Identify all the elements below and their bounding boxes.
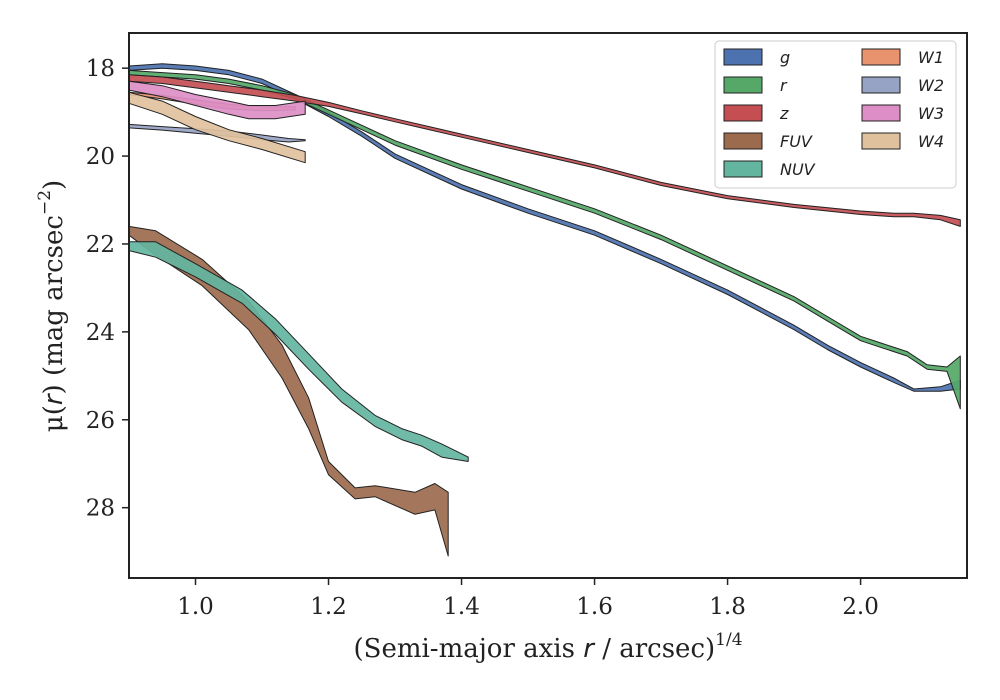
legend-label-w3: W3 bbox=[918, 104, 944, 123]
legend-label-g: g bbox=[780, 48, 790, 67]
legend-swatch-w1 bbox=[861, 48, 901, 66]
legend-label-w4: W4 bbox=[918, 132, 944, 151]
y-tick-label: 24 bbox=[86, 320, 115, 346]
series-band-r bbox=[128, 69, 961, 410]
y-tick-label: 22 bbox=[86, 232, 115, 258]
x-axis: 1.0 1.2 1.4 1.6 1.8 2.0 bbox=[177, 578, 879, 620]
x-axis-label: (Semi-major axis r / arcsec)1/4 bbox=[353, 630, 742, 664]
legend-label-nuv: NUV bbox=[780, 160, 816, 179]
legend-label-w2: W2 bbox=[918, 76, 944, 95]
x-tick-label: 1.0 bbox=[177, 594, 214, 620]
x-tick-label: 1.6 bbox=[576, 594, 613, 620]
series-band-z bbox=[128, 74, 961, 227]
series-band-w3 bbox=[128, 80, 306, 120]
legend: grz FUV NUV W1 W2 W3 W4 bbox=[714, 40, 957, 189]
legend-label-r: r bbox=[780, 76, 788, 95]
legend-swatch-nuv bbox=[723, 160, 763, 178]
y-axis-label: μ(r) (mag arcsec−2) bbox=[35, 180, 69, 432]
legend-label-fuv: FUV bbox=[780, 132, 813, 151]
legend-swatch-g bbox=[723, 48, 763, 66]
legend-swatch-z bbox=[723, 104, 763, 122]
legend-swatch-w2 bbox=[861, 76, 901, 94]
series-band-w4 bbox=[128, 91, 306, 164]
legend-label-z: z bbox=[779, 104, 789, 123]
series-band-fuv bbox=[128, 225, 449, 557]
y-axis: 18 20 22 24 26 28 bbox=[86, 56, 129, 522]
legend-swatch-w3 bbox=[861, 104, 901, 122]
legend-swatch-r bbox=[723, 76, 763, 94]
series-layer bbox=[128, 63, 961, 557]
plot-frame bbox=[128, 32, 968, 579]
legend-items: grz FUV NUV W1 W2 W3 W4 bbox=[723, 48, 944, 179]
x-tick-label: 1.2 bbox=[310, 594, 347, 620]
legend-swatch-w4 bbox=[861, 132, 901, 150]
x-tick-label: 1.8 bbox=[709, 594, 746, 620]
y-tick-label: 18 bbox=[86, 56, 115, 82]
y-tick-label: 26 bbox=[86, 408, 115, 434]
x-tick-label: 2.0 bbox=[842, 594, 879, 620]
y-tick-label: 20 bbox=[86, 144, 115, 170]
legend-swatch-fuv bbox=[723, 132, 763, 150]
series-band-nuv bbox=[128, 241, 469, 462]
y-tick-label: 28 bbox=[86, 496, 115, 522]
x-tick-label: 1.4 bbox=[443, 594, 480, 620]
legend-label-w1: W1 bbox=[918, 48, 944, 67]
